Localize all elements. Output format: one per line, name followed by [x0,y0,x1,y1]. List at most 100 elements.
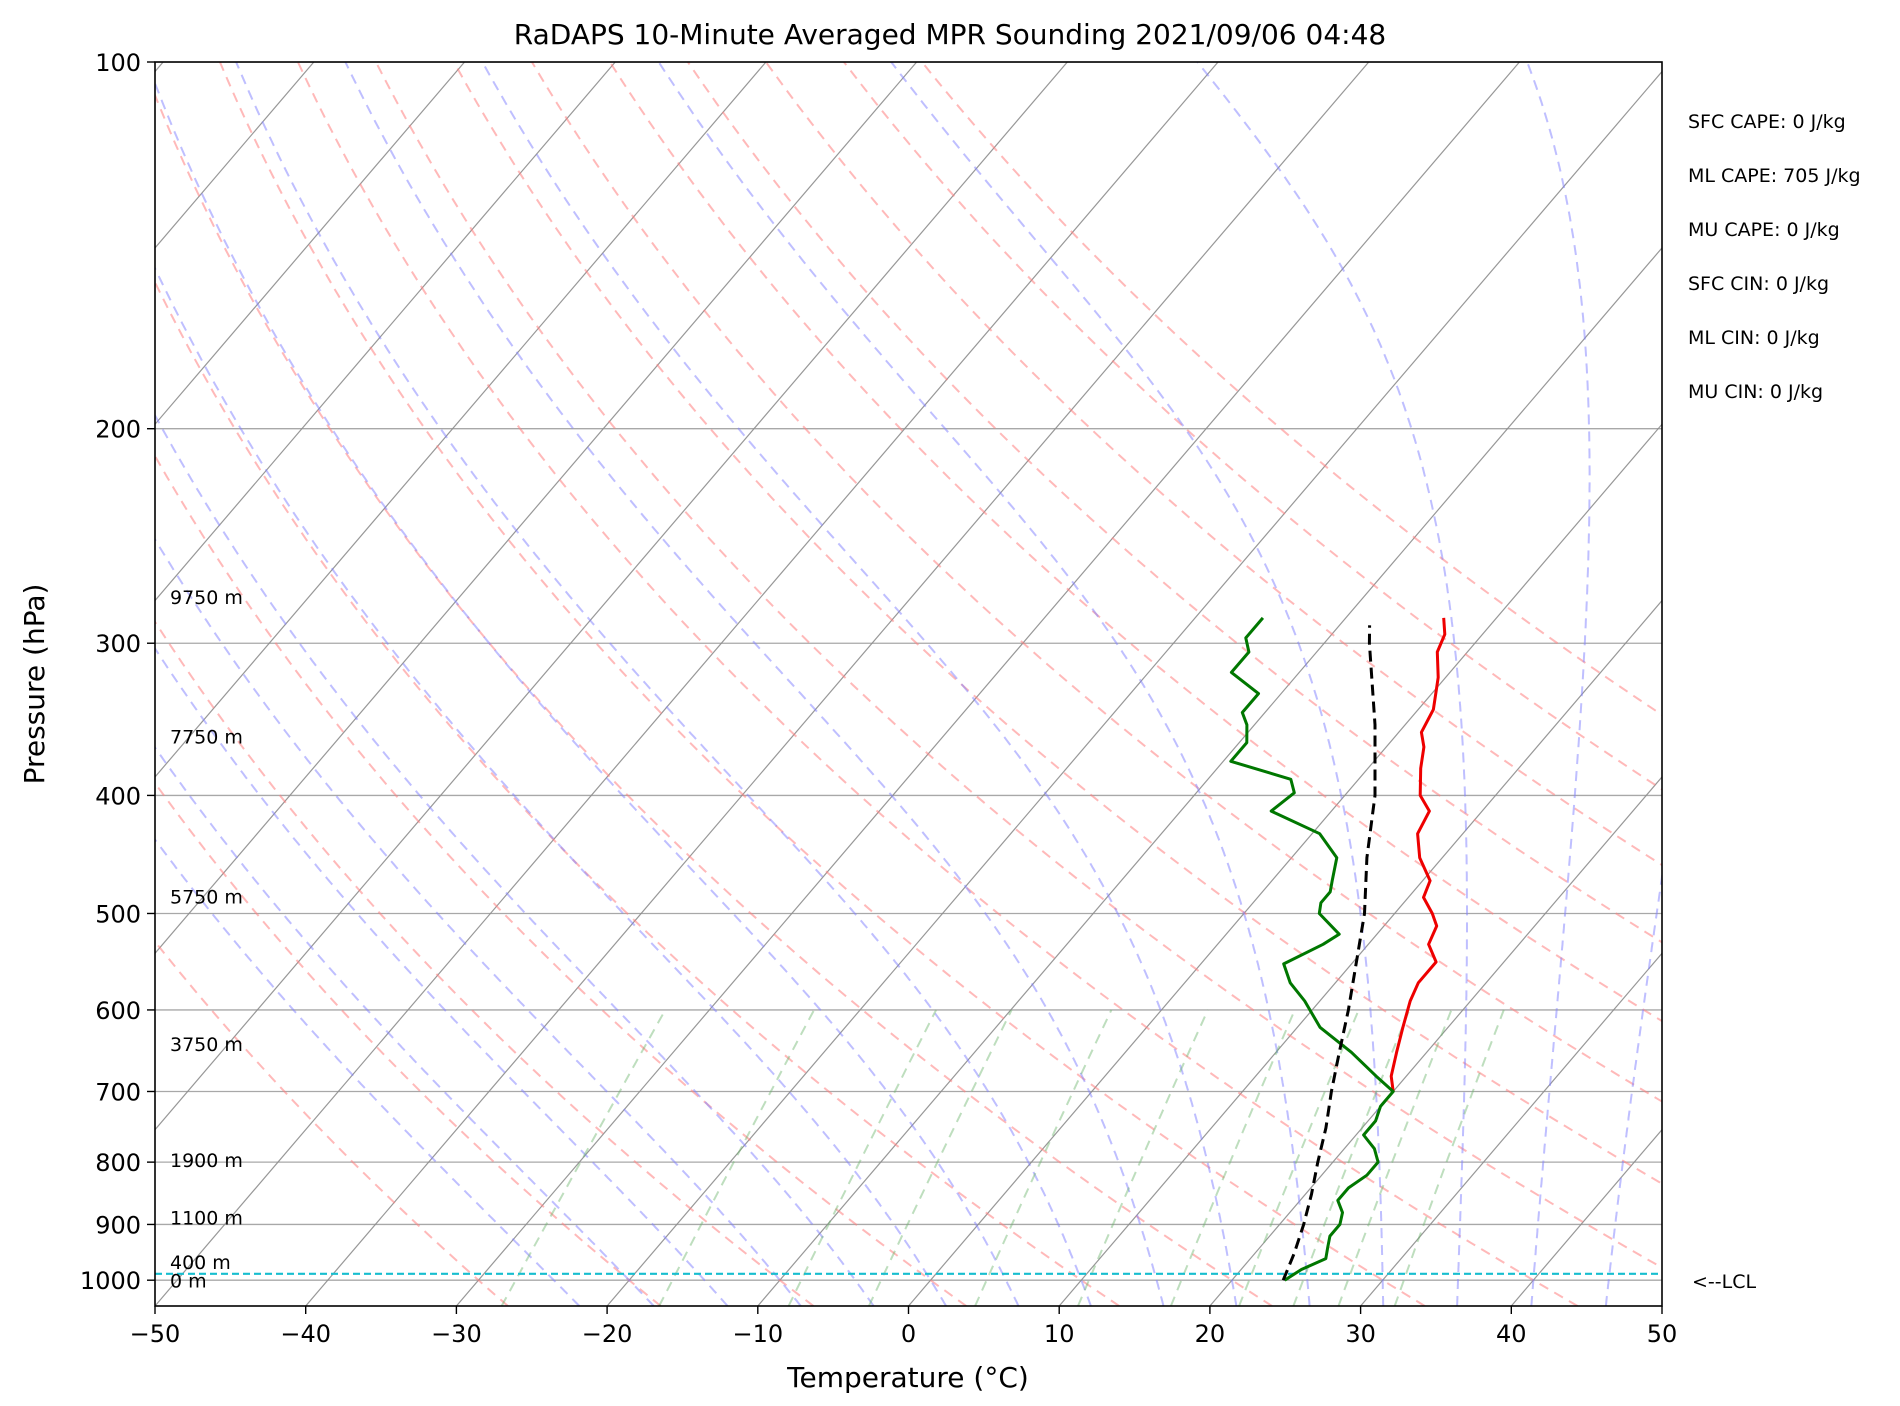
stability-index: ML CIN: 0 J/kg [1688,327,1820,349]
profile-lines [1229,616,1447,1282]
moist-adiabat-line [481,62,1238,1306]
x-tick-label: 40 [1496,1320,1527,1348]
y-tick-label: 800 [95,1149,141,1177]
isotherm-line [155,62,1068,1131]
dry-adiabat-line [375,62,1662,1269]
moist-adiabat-line [155,413,875,1306]
dry-adiabat-line [155,454,967,1306]
isotherm-line [155,62,616,602]
dry-adiabat-line [921,62,1662,717]
isotherm-line [305,62,1370,1306]
y-tick-label: 100 [95,49,141,77]
x-tick-label: 50 [1647,1320,1678,1348]
mixing-ratio-line [1337,1009,1453,1306]
x-tick-label: −30 [431,1320,482,1348]
isotherm-line [1510,1128,1662,1306]
isotherm-line [155,62,767,778]
x-tick-label: 30 [1345,1320,1376,1348]
y-tick-label: 500 [95,900,141,928]
y-tick-label: 1000 [80,1267,141,1295]
dry-adiabat-line [218,62,1426,1306]
stability-index: MU CIN: 0 J/kg [1688,381,1823,403]
x-tick-label: −20 [582,1320,633,1348]
height-label: 1100 m [170,1207,243,1229]
isotherm-line [1661,1305,1662,1306]
y-tick-label: 200 [95,416,141,444]
height-label: 1900 m [170,1150,243,1172]
mixing-ratio-line [500,1009,667,1306]
moist-adiabat-line [155,646,729,1306]
y-tick-label: 900 [95,1211,141,1239]
dry-adiabat-line [609,62,1662,1023]
x-tick-label: −50 [130,1320,181,1348]
dry-adiabat-line [155,280,1120,1306]
x-tick-label: 20 [1195,1320,1226,1348]
stability-index: SFC CAPE: 0 J/kg [1688,111,1846,133]
dry-adiabat-line [155,781,662,1306]
moist-adiabat-line [155,80,1020,1306]
mixing-ratio-line [1292,1009,1411,1306]
height-label: 7750 m [170,727,243,749]
dry-adiabat-line [687,62,1662,944]
moist-adiabat-line [235,62,1092,1306]
isotherm-line [1813,62,1900,1306]
x-tick-label: 0 [901,1320,916,1348]
dry-adiabat-line [531,62,1662,1103]
height-label: 400 m [170,1252,231,1274]
mixing-ratio-line [1077,1009,1209,1306]
isotherm-line [1058,599,1662,1306]
stability-indices: SFC CAPE: 0 J/kg ML CAPE: 705 J/kg MU CAPE… [1688,111,1861,403]
x-axis-label: Temperature (°C) [786,1361,1029,1394]
height-label: 5750 m [170,886,243,908]
isotherm-line [1360,952,1662,1306]
isotherm-line [0,62,12,1306]
mixing-ratio-line [1169,1009,1296,1306]
parcel-profile [1281,625,1377,1281]
mixing-ratio-line [974,1009,1113,1306]
isotherm-line [155,62,918,955]
y-tick-label: 700 [95,1078,141,1106]
height-label: 3750 m [170,1034,243,1056]
dry-adiabat-line [155,92,1273,1306]
temperature-profile [1389,617,1447,1092]
moist-adiabat-line [155,265,947,1306]
moist-adiabat-line [1604,870,1662,1306]
x-tick-label: −40 [280,1320,331,1348]
height-label: 9750 m [170,587,243,609]
dry-adiabat-line [155,940,509,1306]
dry-adiabat-line [453,62,1662,1185]
mixing-ratio-line [787,1009,937,1306]
chart-title: RaDAPS 10-Minute Averaged MPR Sounding 2… [514,18,1386,51]
y-tick-label: 300 [95,630,141,658]
isotherm-line [155,62,1219,1306]
dewpoint-profile [1229,616,1395,1282]
y-tick-label: 400 [95,782,141,810]
x-tick-label: −10 [732,1320,783,1348]
height-labels: 9750 m 7750 m 5750 m 3750 m 1900 m 1100 m 400 … [170,587,243,1293]
moist-adiabat-line [1526,62,1591,1306]
y-tick-label: 600 [95,997,141,1025]
lcl-label: <--LCL [1692,1271,1756,1293]
moist-adiabat-line [155,837,581,1306]
moist-adiabat-line [657,62,1311,1306]
isotherm-line [455,62,1520,1306]
stability-index: ML CAPE: 705 J/kg [1688,165,1861,187]
mixing-ratio-line [1238,1009,1360,1306]
height-label: 0 m [170,1271,207,1293]
y-axis-label: Pressure (hPa) [18,584,51,785]
stability-index: MU CAPE: 0 J/kg [1688,219,1840,241]
isotherm-line [155,62,466,426]
dry-adiabat-line [155,620,815,1306]
x-tick-label: 10 [1044,1320,1075,1348]
axis-ticks: −50 −40 −30 −20 −10 0 10 20 30 40 50 100 200 300 400 50… [80,49,1677,1348]
dry-adiabat-line [765,62,1662,867]
lcl-line: <--LCL [155,1271,1756,1293]
moist-adiabat-line [1196,62,1468,1306]
moist-adiabat-line [155,745,655,1306]
background-lines [0,62,1900,1306]
mixing-ratio-line [1393,1009,1505,1306]
dry-adiabat-line [843,62,1662,791]
moist-adiabat-line [155,537,802,1306]
moist-adiabat-line [890,62,1385,1306]
dry-adiabat-line [296,62,1579,1306]
